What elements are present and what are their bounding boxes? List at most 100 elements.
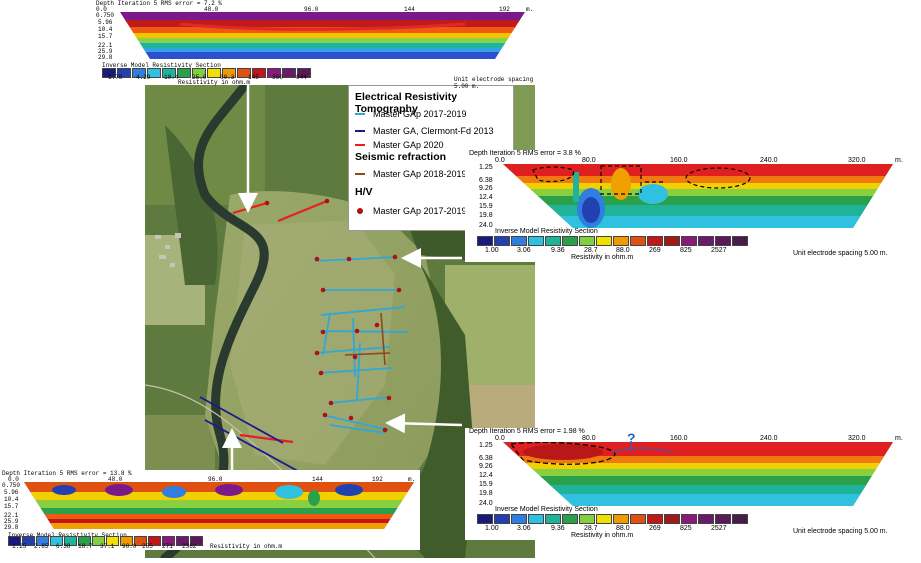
x-tick: 48.0	[108, 476, 123, 483]
scale-value: 844	[296, 74, 307, 81]
resistivity-section	[120, 12, 525, 59]
spacing-label: Unit electrode spacing 5.00 m.	[793, 528, 888, 535]
scale-value: 269	[649, 525, 661, 532]
color-scale	[8, 536, 204, 546]
scale-value: 1.78	[108, 74, 123, 81]
depth-tick: 9.26	[479, 463, 493, 470]
depth-tick: 0.750	[96, 12, 115, 19]
x-tick: 80.0	[582, 435, 596, 442]
section-caption: Inverse Model Resistivity Section	[102, 62, 221, 69]
ert-2017-2019-lines	[314, 256, 409, 434]
ert-2020-line	[239, 433, 294, 444]
depth-tick: 22.1	[98, 42, 113, 49]
depth-tick: 15.7	[4, 503, 19, 510]
section-mid: Depth Iteration 5 RMS error = 3.8 % 0.0 …	[465, 150, 907, 262]
x-tick: 0.0	[96, 6, 107, 13]
spacing-label: Unit electrode spacing 5.00 m.	[793, 250, 888, 257]
x-unit: m.	[895, 435, 903, 442]
section-bottom: Depth Iteration 5 RMS error = 13.8 % 0.0…	[0, 470, 420, 550]
section-header: Depth Iteration 5 RMS error = 13.8 %	[2, 470, 132, 477]
resistivity-label: Resistivity in ohm.m	[178, 79, 251, 86]
x-tick: 144	[404, 6, 415, 13]
x-tick: 320.0	[848, 157, 866, 164]
x-tick: 144	[312, 476, 323, 483]
scale-value: 145	[248, 74, 259, 81]
resistivity-section	[24, 482, 414, 529]
legend-swatch	[355, 173, 365, 175]
scale-value: 28.7	[584, 247, 598, 254]
scale-value: 37.1	[100, 543, 115, 550]
depth-tick: 24.0	[479, 222, 493, 229]
scale-value: 88.0	[616, 247, 630, 254]
x-tick: 240.0	[760, 157, 778, 164]
depth-tick: 15.9	[479, 481, 493, 488]
section-caption: Inverse Model Resistivity Section	[8, 532, 127, 539]
x-tick: 160.0	[670, 435, 688, 442]
x-tick: 320.0	[848, 435, 866, 442]
depth-tick: 25.9	[4, 518, 19, 525]
legend-item-ert-2017-2019: Master GAp 2017-2019	[355, 109, 467, 119]
color-scale	[102, 68, 312, 78]
scale-value: 98.0	[122, 543, 137, 550]
legend-swatch	[355, 144, 365, 146]
scale-value: 350	[272, 74, 283, 81]
scale-value: 2362	[182, 543, 197, 550]
scale-value: 1.00	[485, 247, 499, 254]
x-tick: 96.0	[208, 476, 223, 483]
spacing-label: Unit electrode spacing 5.00 m.	[454, 76, 534, 90]
depth-tick: 10.4	[4, 496, 19, 503]
x-tick: 0.0	[495, 157, 505, 164]
x-tick: 240.0	[760, 435, 778, 442]
resistivity-section	[503, 164, 893, 228]
x-tick: 192	[499, 6, 510, 13]
ert-2013-line	[199, 396, 284, 444]
scale-value: 18.7	[78, 543, 93, 550]
depth-tick: 29.8	[4, 524, 19, 531]
resistivity-section	[503, 442, 893, 506]
resistivity-label: Resistivity in ohm.m	[571, 254, 634, 261]
legend-dot	[357, 208, 363, 214]
scale-value: 4.29	[136, 74, 151, 81]
scale-value: 271	[162, 543, 173, 550]
depth-tick: 12.4	[479, 194, 493, 201]
depth-tick: 10.4	[98, 26, 113, 33]
scale-value: 2527	[711, 247, 727, 254]
scale-value: 2.85	[34, 543, 49, 550]
section-caption: Inverse Model Resistivity Section	[495, 506, 598, 513]
section-header: Depth Iteration 5 RMS error = 1.98 %	[469, 428, 585, 435]
x-tick: 48.0	[204, 6, 219, 13]
legend-item-hv: Master GAp 2017-2019	[355, 206, 467, 216]
scale-value: 1.00	[485, 525, 499, 532]
scale-value: 60.3	[220, 74, 235, 81]
section-top: Depth Iteration 5 RMS error = 7.2 % 0.0 …	[94, 0, 535, 90]
scale-value: 9.36	[551, 525, 565, 532]
resistivity-label: Resistivity in ohm.m	[571, 532, 634, 539]
depth-tick: 9.26	[479, 185, 493, 192]
scale-value: 28.7	[584, 525, 598, 532]
legend-title-seismic: Seismic refraction	[355, 151, 447, 163]
depth-tick: 25.9	[98, 48, 113, 55]
resistivity-label: Resistivity in ohm.m	[210, 543, 283, 550]
scale-value: 3.06	[517, 525, 531, 532]
scale-value: 2527	[711, 525, 727, 532]
depth-tick: 19.8	[479, 212, 493, 219]
depth-tick: 1.25	[479, 164, 493, 171]
scale-value: 825	[680, 247, 692, 254]
color-scale	[477, 236, 749, 246]
legend-item-ert-2013: Master GA, Clermont-Fd 2013	[355, 126, 494, 136]
depth-tick: 5.96	[98, 19, 113, 26]
depth-tick: 5.96	[4, 489, 19, 496]
depth-tick: 0.750	[2, 482, 21, 489]
depth-tick: 12.4	[479, 472, 493, 479]
depth-tick: 6.38	[479, 177, 493, 184]
legend-title-ert: Electrical Resistivity Tomography	[355, 91, 458, 115]
legend-swatch	[355, 130, 365, 132]
x-tick: 96.0	[304, 6, 319, 13]
section-caption: Inverse Model Resistivity Section	[495, 228, 598, 235]
question-mark: ?	[627, 430, 636, 446]
depth-tick: 1.25	[479, 442, 493, 449]
x-unit: m.	[408, 476, 416, 483]
depth-tick: 15.7	[98, 33, 113, 40]
depth-tick: 6.38	[479, 455, 493, 462]
